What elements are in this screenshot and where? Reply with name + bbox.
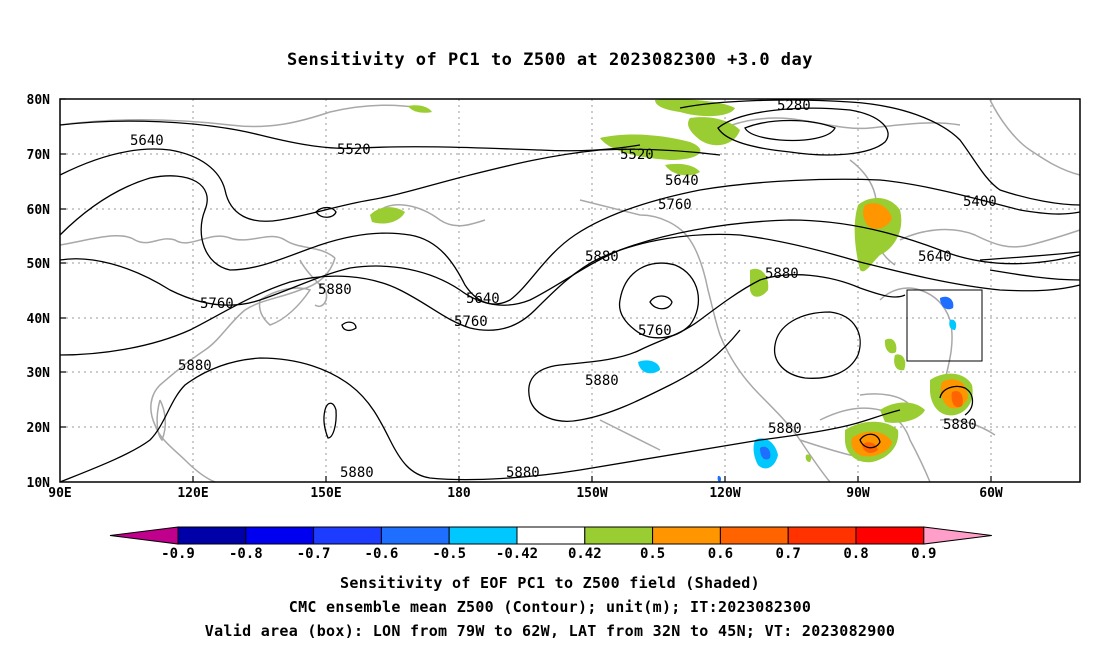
- footer-line-2: CMC ensemble mean Z500 (Contour); unit(m…: [288, 598, 812, 616]
- colorbar-segment: [516, 526, 586, 545]
- valid-area-box: [906, 289, 983, 362]
- map-panel: 5640 5520 5520 5280 5640 5760 5400 5640 …: [59, 98, 1081, 483]
- colorbar-label: 0.7: [776, 546, 801, 562]
- contour-label: 5880: [585, 373, 619, 389]
- footer-line-3: Valid area (box): LON from 79W to 62W, L…: [204, 622, 896, 640]
- colorbar-segment: [448, 526, 518, 545]
- lon-tick-label: 150E: [310, 486, 341, 501]
- contour-labels: 5640 5520 5520 5280 5640 5760 5400 5640 …: [130, 98, 997, 481]
- lon-tick-label: 150W: [576, 486, 607, 501]
- colorbar-label: 0.5: [640, 546, 665, 562]
- contour-label: 5760: [658, 197, 692, 213]
- contour-label: 5880: [765, 266, 799, 282]
- colorbar-label: -0.7: [297, 546, 331, 562]
- lon-tick-label: 90E: [48, 486, 71, 501]
- lon-tick-label: 120W: [709, 486, 740, 501]
- colorbar-segment: [787, 526, 857, 545]
- colorbar-label: 0.6: [708, 546, 733, 562]
- colorbar-segment: [245, 526, 315, 545]
- contour-label: 5520: [620, 147, 654, 163]
- contour-label: 5520: [337, 142, 371, 158]
- colorbar-end-high: [923, 526, 992, 545]
- lat-tick-label: 30N: [27, 366, 51, 381]
- contour-label: 5640: [918, 249, 952, 265]
- colorbar-label: -0.6: [365, 546, 399, 562]
- colorbar-end-low: [109, 526, 179, 545]
- contour-label: 5760: [200, 296, 234, 312]
- contour-label: 5880: [585, 249, 619, 265]
- footer-line-1: Sensitivity of EOF PC1 to Z500 field (Sh…: [340, 574, 760, 592]
- lon-tick-label: 120E: [177, 486, 208, 501]
- lat-tick-label: 20N: [27, 421, 51, 436]
- colorbar-segment: [719, 526, 789, 545]
- contour-label: 5880: [768, 421, 802, 437]
- contour-label: 5640: [466, 291, 500, 307]
- z500-contours: [59, 99, 1081, 483]
- coastlines: [59, 99, 1081, 483]
- contour-label: 5280: [777, 98, 811, 114]
- lon-tick-label: 180: [447, 486, 471, 501]
- colorbar-label: -0.9: [161, 546, 195, 562]
- colorbar-segment: [177, 526, 247, 545]
- lat-tick-label: 50N: [27, 257, 51, 272]
- colorbar-label: 0.42: [568, 546, 602, 562]
- colorbar-label: 0.9: [911, 546, 936, 562]
- colorbar-segment: [584, 526, 654, 545]
- lat-tick-label: 70N: [27, 148, 51, 163]
- latitude-axis: 80N 70N 60N 50N 40N 30N 20N 10N: [27, 93, 51, 491]
- colorbar-segment: [652, 526, 721, 545]
- chart-title: Sensitivity of PC1 to Z500 at 2023082300…: [286, 50, 813, 70]
- colorbar-label: -0.5: [432, 546, 466, 562]
- contour-label: 5760: [454, 314, 488, 330]
- colorbar-segment: [855, 526, 925, 545]
- lat-tick-label: 80N: [27, 93, 51, 108]
- lat-tick-label: 40N: [27, 312, 51, 327]
- lon-tick-label: 60W: [979, 486, 1003, 501]
- colorbar: -0.9 -0.8 -0.7 -0.6 -0.5 -0.42 0.42 0.5 0.6 0.7 0.…: [109, 526, 992, 562]
- contour-label: 5400: [963, 194, 997, 210]
- colorbar-label: 0.8: [843, 546, 868, 562]
- lat-tick-label: 60N: [27, 203, 51, 218]
- contour-label: 5760: [638, 323, 672, 339]
- contour-label: 5880: [318, 282, 352, 298]
- contour-label: 5640: [130, 133, 164, 149]
- colorbar-label: -0.42: [496, 546, 538, 562]
- colorbar-segment: [380, 526, 450, 545]
- colorbar-label: -0.8: [229, 546, 263, 562]
- colorbar-segment: [313, 526, 382, 545]
- contour-label: 5640: [665, 173, 699, 189]
- lat-tick-label: 10N: [27, 476, 51, 491]
- lon-tick-label: 90W: [846, 486, 870, 501]
- contour-label: 5880: [943, 417, 977, 433]
- longitude-axis: 90E 120E 150E 180 150W 120W 90W 60W: [48, 486, 1003, 501]
- contour-label: 5880: [178, 358, 212, 374]
- sensitivity-shading: [370, 99, 973, 482]
- contour-label: 5880: [340, 465, 374, 481]
- contour-label: 5880: [506, 465, 540, 481]
